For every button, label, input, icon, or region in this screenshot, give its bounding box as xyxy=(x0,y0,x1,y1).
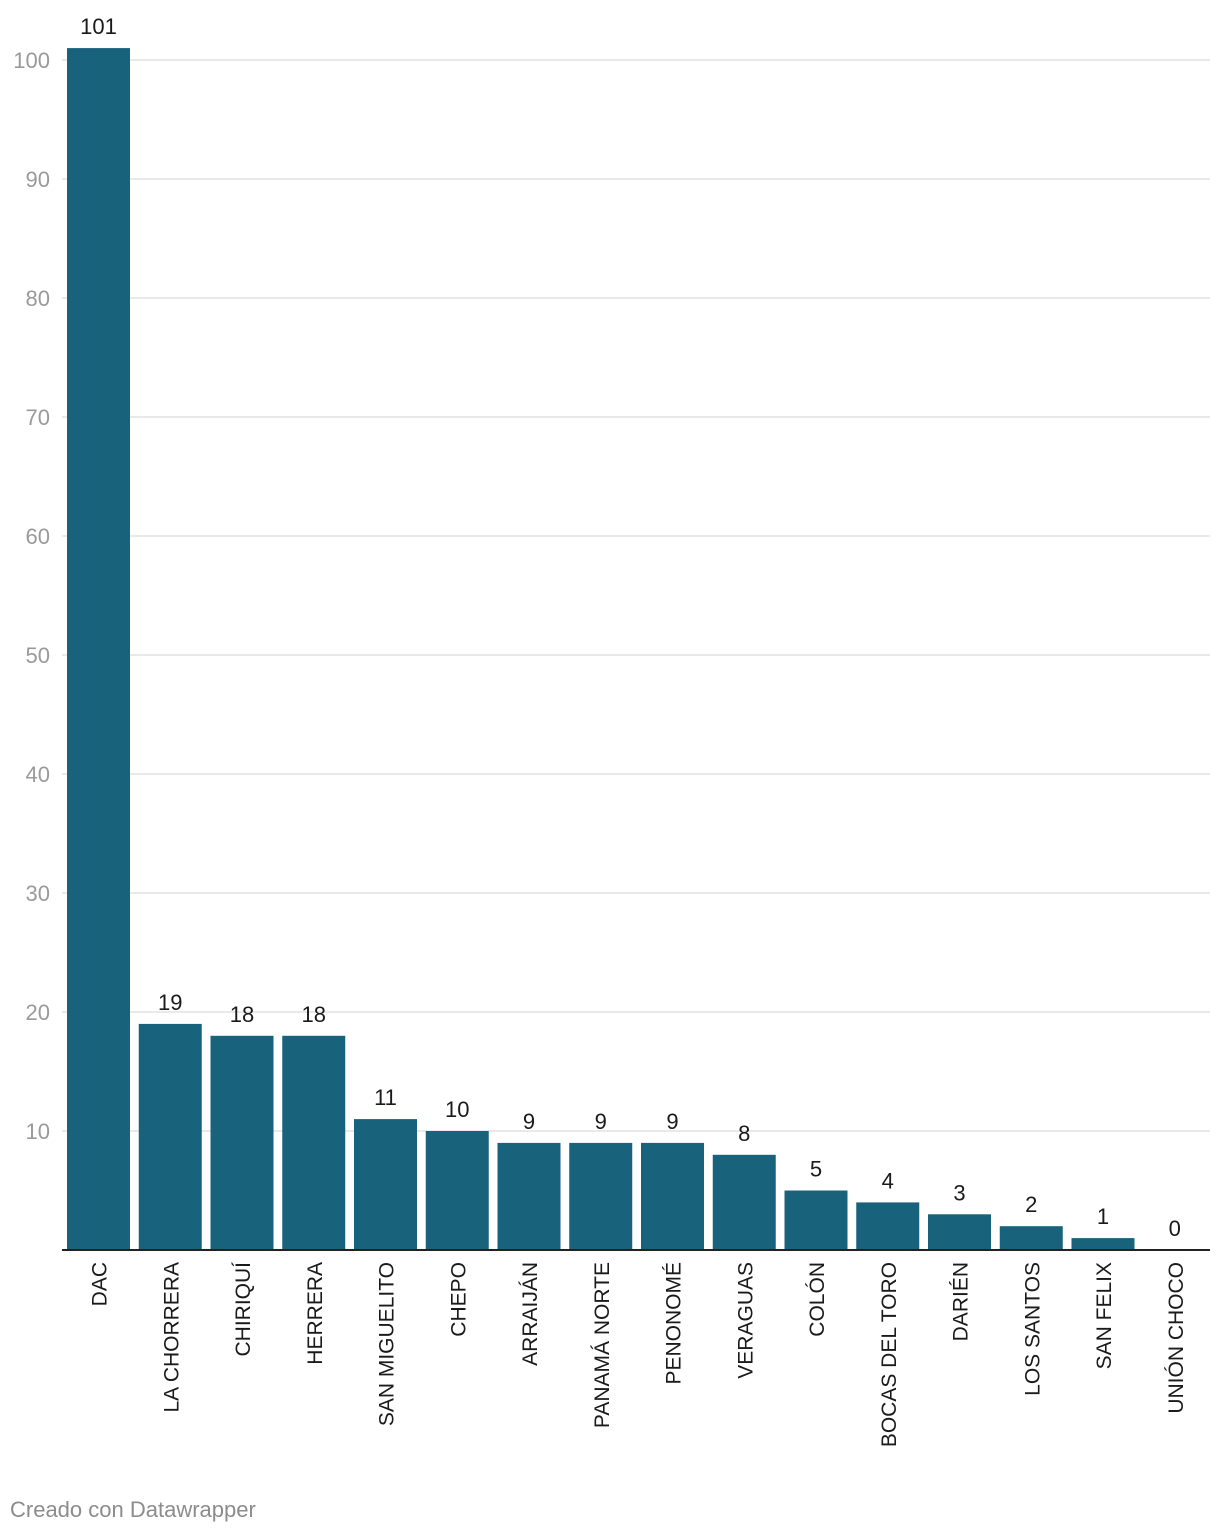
y-tick-label: 60 xyxy=(26,524,50,549)
gridlines xyxy=(62,59,1210,1132)
y-tick-label: 20 xyxy=(26,1000,50,1025)
y-tick-label: 100 xyxy=(13,48,50,73)
bar-value-label: 9 xyxy=(523,1109,535,1134)
bars xyxy=(67,48,1135,1251)
y-tick-label: 30 xyxy=(26,881,50,906)
bar xyxy=(138,1023,202,1250)
bar-value-label: 18 xyxy=(230,1002,254,1027)
x-tick-label: HERRERA xyxy=(304,1262,327,1365)
x-tick-label: PANAMÁ NORTE xyxy=(591,1262,614,1428)
bar xyxy=(856,1202,920,1250)
bar-value-label: 11 xyxy=(374,1085,397,1110)
x-tick-label: LOS SANTOS xyxy=(1021,1262,1044,1396)
bar xyxy=(425,1131,489,1250)
x-tick-label: CHEPO xyxy=(447,1262,470,1337)
x-tick-label: CHIRIQUÍ xyxy=(232,1262,255,1357)
bar xyxy=(999,1226,1063,1250)
bar xyxy=(1071,1238,1135,1250)
bar xyxy=(282,1035,346,1250)
x-tick-label: LA CHORRERA xyxy=(160,1262,183,1413)
bar-value-label: 18 xyxy=(302,1002,326,1027)
y-tick-label: 50 xyxy=(26,643,50,668)
x-tick-label: COLÓN xyxy=(806,1262,829,1337)
y-tick-label: 80 xyxy=(26,286,50,311)
bar xyxy=(928,1214,991,1250)
bar-value-label: 3 xyxy=(953,1180,965,1205)
x-tick-label: DAC xyxy=(89,1262,112,1306)
x-tick-label: ARRAIJÁN xyxy=(519,1262,542,1366)
y-tick-label: 10 xyxy=(26,1119,50,1144)
x-tick-label: PENONOMÉ xyxy=(663,1262,686,1385)
y-tick-label: 40 xyxy=(26,762,50,787)
bar-value-label: 9 xyxy=(595,1109,607,1134)
x-tick-label: SAN MIGUELITO xyxy=(376,1262,399,1426)
bar xyxy=(497,1142,561,1250)
bar-value-label: 4 xyxy=(882,1168,894,1193)
x-tick-label: DARIÉN xyxy=(950,1262,973,1341)
y-axis-ticks: 10 20 30 40 50 60 70 80 90 100 xyxy=(13,48,50,1144)
credit-text: Creado con Datawrapper xyxy=(10,1497,256,1522)
y-tick-label: 70 xyxy=(26,405,50,430)
x-axis-labels: DAC LA CHORRERA CHIRIQUÍ HERRERA SAN MIGUELI… xyxy=(89,1262,1188,1447)
bar-value-label: 10 xyxy=(445,1097,469,1122)
x-tick-label: VERAGUAS xyxy=(734,1262,757,1379)
bar-value-label: 2 xyxy=(1025,1192,1037,1217)
bar-value-label: 1 xyxy=(1097,1204,1109,1229)
x-tick-label: BOCAS DEL TORO xyxy=(878,1262,901,1447)
bar-value-label: 5 xyxy=(810,1157,822,1182)
x-tick-label: UNIÓN CHOCO xyxy=(1165,1262,1188,1414)
bar xyxy=(712,1154,776,1250)
bar-value-label: 8 xyxy=(738,1121,750,1146)
bar xyxy=(569,1142,633,1250)
bar-value-label: 101 xyxy=(80,14,117,39)
bar-value-label: 19 xyxy=(158,990,182,1015)
x-tick-label: SAN FELIX xyxy=(1093,1262,1116,1369)
bar xyxy=(784,1190,848,1250)
y-tick-label: 90 xyxy=(26,167,50,192)
bar xyxy=(354,1119,417,1250)
bar-value-label: 9 xyxy=(666,1109,678,1134)
bar xyxy=(67,48,130,1251)
bar xyxy=(210,1035,274,1250)
bar xyxy=(641,1142,704,1250)
bar-value-label: 0 xyxy=(1169,1216,1181,1241)
